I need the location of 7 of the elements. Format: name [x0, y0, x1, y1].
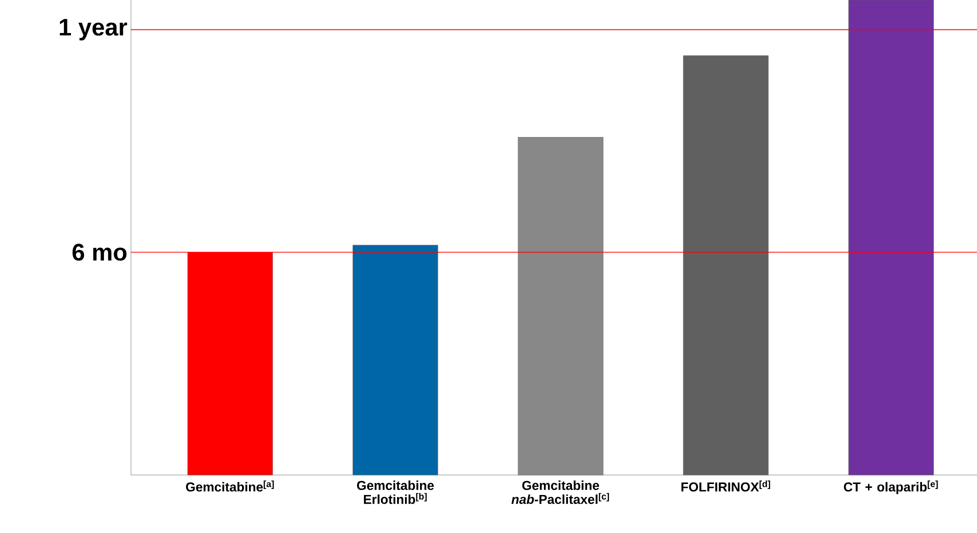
x-tick-label: Gemcitabine$^{[a]}$	[186, 480, 274, 492]
x-tick-label: CT + olaparib$^{[e]}$	[844, 480, 938, 494]
x-tick-label: Gemcitabine nab-Paclitaxel$^{[c]}$	[511, 480, 609, 504]
x-tick-label: Gemcitabine Erlotinib$^{[b]}$	[357, 480, 434, 504]
ref-line-label: 6 mo	[72, 244, 127, 261]
x-tick-label: FOLFIRINOX$^{[d]}$	[681, 480, 770, 492]
ref-line-label: 1 year	[60, 18, 128, 40]
